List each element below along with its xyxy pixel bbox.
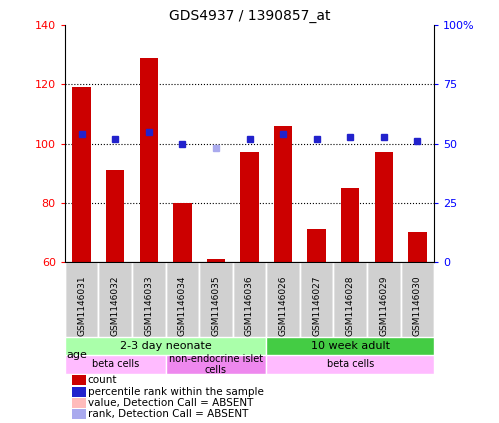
Bar — [341, 188, 359, 262]
Text: GSM1146026: GSM1146026 — [278, 275, 287, 336]
Text: GSM1146027: GSM1146027 — [312, 275, 321, 336]
Bar — [266, 337, 434, 355]
Bar — [300, 262, 333, 337]
Bar — [106, 170, 124, 262]
Text: percentile rank within the sample: percentile rank within the sample — [88, 387, 263, 397]
Text: age: age — [67, 350, 88, 360]
Bar — [207, 259, 225, 262]
Bar — [166, 355, 266, 374]
Text: beta cells: beta cells — [326, 360, 374, 370]
Bar — [140, 58, 158, 262]
Bar — [72, 376, 85, 385]
Text: beta cells: beta cells — [92, 360, 139, 370]
Title: GDS4937 / 1390857_at: GDS4937 / 1390857_at — [169, 9, 330, 23]
Bar — [307, 229, 326, 262]
Bar — [333, 262, 367, 337]
Text: GSM1146035: GSM1146035 — [212, 275, 221, 336]
Bar — [274, 126, 292, 262]
Text: count: count — [88, 375, 117, 385]
Bar — [367, 262, 401, 337]
Bar — [72, 398, 85, 408]
Bar — [72, 387, 85, 397]
Bar — [65, 337, 266, 355]
Text: 10 week adult: 10 week adult — [311, 341, 390, 351]
Bar — [166, 262, 199, 337]
Bar — [266, 355, 434, 374]
Text: non-endocrine islet
cells: non-endocrine islet cells — [169, 354, 263, 375]
Bar — [72, 88, 91, 262]
Bar — [408, 232, 427, 262]
Text: GSM1146036: GSM1146036 — [245, 275, 254, 336]
Bar — [72, 409, 85, 419]
Text: GSM1146031: GSM1146031 — [77, 275, 86, 336]
Bar — [132, 262, 166, 337]
Bar — [98, 262, 132, 337]
Text: GSM1146034: GSM1146034 — [178, 275, 187, 336]
Bar — [173, 203, 192, 262]
Text: rank, Detection Call = ABSENT: rank, Detection Call = ABSENT — [88, 409, 248, 419]
Text: GSM1146030: GSM1146030 — [413, 275, 422, 336]
Bar — [65, 355, 166, 374]
Bar — [199, 262, 233, 337]
Text: GSM1146032: GSM1146032 — [111, 275, 120, 336]
Text: GSM1146033: GSM1146033 — [144, 275, 153, 336]
Bar — [401, 262, 434, 337]
Bar — [240, 152, 258, 262]
Text: GSM1146028: GSM1146028 — [346, 275, 355, 336]
Bar — [233, 262, 266, 337]
Bar — [65, 262, 98, 337]
Text: GSM1146029: GSM1146029 — [379, 275, 388, 336]
Bar — [266, 262, 300, 337]
Text: value, Detection Call = ABSENT: value, Detection Call = ABSENT — [88, 398, 253, 408]
Bar — [375, 152, 393, 262]
Text: 2-3 day neonate: 2-3 day neonate — [120, 341, 212, 351]
